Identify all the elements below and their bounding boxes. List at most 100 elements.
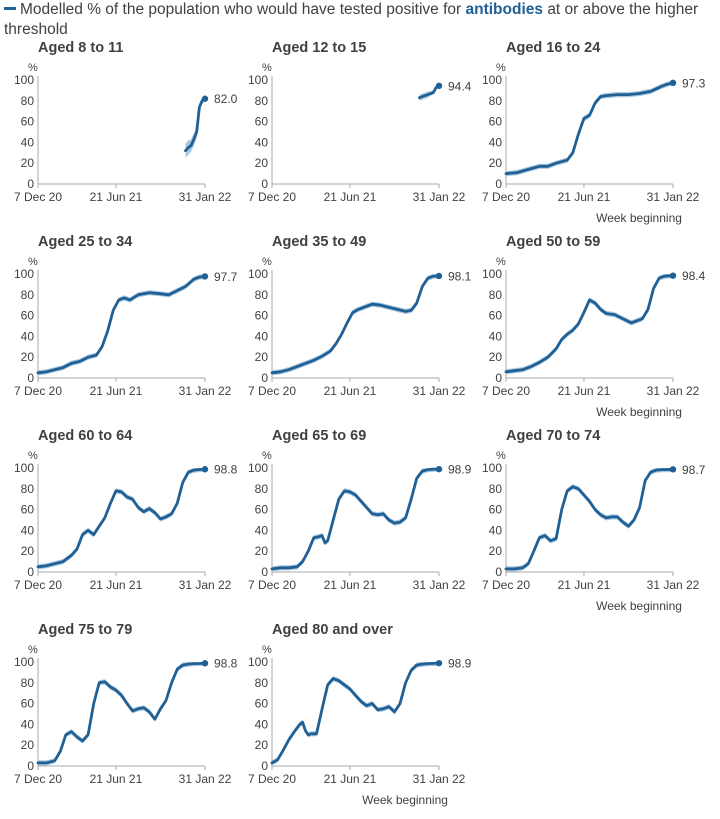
series-line [504,274,675,374]
y-tick-label: 20 [255,350,269,364]
end-value-label: 98.8 [214,657,238,671]
x-tick-label: 7 Dec 20 [482,578,530,592]
panel-title: Aged 70 to 74 [506,428,600,444]
x-tick-label: 31 Jan 22 [179,578,232,592]
end-value-label: 98.4 [682,269,706,283]
y-tick-label: 60 [255,115,269,129]
y-tick-label: 60 [255,503,269,517]
chart-panel: Aged 12 to 15% 0 20 40 60 80 100 7 Dec 20 21 Jun… [248,40,472,204]
confidence-band [38,662,205,766]
y-tick-label: 0 [27,759,34,773]
end-point-marker [435,82,443,90]
y-axis-percent-label: % [496,62,506,74]
series-line [270,274,441,375]
y-tick-label: 100 [248,655,268,669]
y-tick-label: 40 [21,523,35,537]
y-tick-label: 20 [21,544,35,558]
legend-prefix: Modelled % of the population who would h… [20,1,462,18]
x-tick-label: 31 Jan 22 [413,578,466,592]
y-tick-label: 80 [255,94,269,108]
confidence-band [506,80,673,177]
x-tick-label: 7 Dec 20 [482,190,530,204]
y-tick-label: 100 [248,267,268,281]
y-tick-label: 60 [489,115,503,129]
confidence-band [272,468,439,572]
end-value-label: 97.3 [682,76,706,90]
series-line [270,661,441,765]
y-tick-label: 60 [255,309,269,323]
y-tick-label: 0 [261,177,268,191]
y-tick-label: 20 [255,738,269,752]
end-point-marker [669,272,677,279]
y-tick-label: 60 [255,697,269,711]
y-axis-percent-label: % [262,256,272,268]
y-tick-label: 80 [255,288,269,302]
x-tick-label: 21 Jun 21 [90,578,143,592]
y-tick-label: 20 [21,350,35,364]
x-tick-label: 7 Dec 20 [482,384,530,398]
y-tick-label: 0 [261,759,268,773]
x-tick-label: 21 Jun 21 [324,190,377,204]
x-tick-label: 31 Jan 22 [179,772,232,786]
y-tick-label: 100 [248,73,268,87]
end-value-label: 97.7 [214,270,238,284]
y-axis-percent-label: % [262,450,272,462]
y-tick-label: 40 [255,135,269,149]
series-line [418,84,441,100]
y-tick-label: 40 [21,135,35,149]
y-tick-label: 40 [489,329,503,343]
y-tick-label: 60 [489,503,503,517]
y-tick-label: 0 [495,565,502,579]
x-tick-label: 7 Dec 20 [14,190,62,204]
y-tick-label: 20 [255,156,269,170]
x-tick-label: 21 Jun 21 [324,384,377,398]
y-tick-label: 80 [255,676,269,690]
end-value-label: 94.4 [448,79,472,93]
y-tick-label: 20 [21,738,35,752]
chart-panel: Aged 75 to 79% 0 20 40 60 80 100 7 Dec 20 21 Jun… [14,622,238,786]
x-tick-label: 31 Jan 22 [413,190,466,204]
y-axis-percent-label: % [28,644,38,656]
x-tick-label: 7 Dec 20 [14,772,62,786]
end-point-marker [669,79,677,87]
end-point-marker [435,465,443,473]
series-line [184,97,207,153]
y-axis-percent-label: % [262,644,272,656]
y-tick-label: 40 [21,329,35,343]
confidence-band [185,96,205,158]
panel-title: Aged 35 to 49 [272,234,366,250]
y-tick-label: 40 [21,717,35,731]
legend-highlight: antibodies [465,1,543,18]
x-tick-label: 31 Jan 22 [413,772,466,786]
panel-title: Aged 80 and over [272,622,393,638]
end-point-marker [435,659,443,667]
end-value-label: 98.8 [214,463,238,477]
series-line [504,81,675,176]
y-tick-label: 40 [255,329,269,343]
panel-title: Aged 12 to 15 [272,40,366,56]
x-tick-label: 21 Jun 21 [90,384,143,398]
end-value-label: 98.1 [448,269,472,283]
y-tick-label: 80 [489,288,503,302]
y-tick-label: 20 [21,156,35,170]
y-tick-label: 0 [261,371,268,385]
end-point-marker [201,273,209,280]
series-line [36,661,207,765]
y-axis-percent-label: % [28,62,38,74]
y-axis-percent-label: % [28,256,38,268]
x-axis-title: Week beginning [596,599,682,613]
y-tick-label: 20 [489,544,503,558]
x-axis-title: Week beginning [596,405,682,419]
end-value-label: 82.0 [214,92,238,106]
panel-title: Aged 8 to 11 [38,40,123,56]
chart-panel: Aged 8 to 11% 0 20 40 60 80 100 7 Dec 20 21 Jun … [14,40,238,204]
y-tick-label: 40 [489,135,503,149]
x-axis-title: Week beginning [596,211,682,225]
panel-title: Aged 75 to 79 [38,622,132,638]
chart-panel: Aged 60 to 64% 0 20 40 60 80 100 7 Dec 20 21 Jun… [14,428,238,592]
y-tick-label: 100 [14,655,34,669]
y-tick-label: 0 [27,565,34,579]
y-tick-label: 0 [495,371,502,385]
end-value-label: 98.9 [448,463,472,477]
